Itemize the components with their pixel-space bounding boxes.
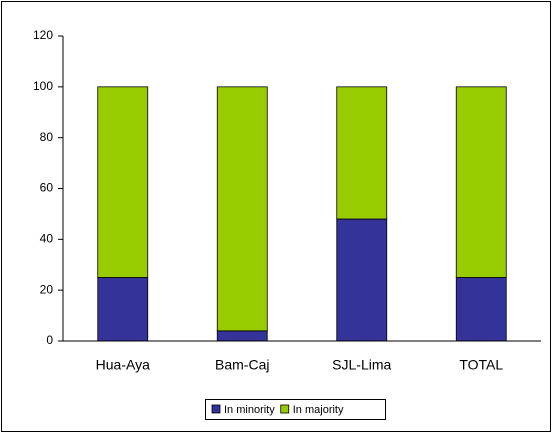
y-tick-label: 80 [40, 130, 54, 144]
legend-box [205, 399, 386, 420]
legend-label: In minority [224, 404, 275, 416]
bar-segment [336, 218, 388, 342]
bar-segment [216, 330, 268, 342]
legend-label: In majority [293, 404, 344, 416]
x-tick-label: TOTAL [459, 357, 503, 373]
y-tick-label: 40 [40, 232, 54, 246]
y-tick-label: 120 [33, 28, 53, 42]
x-tick-label: Hua-Aya [96, 357, 150, 373]
y-tick-label: 60 [40, 181, 54, 195]
bar-segment [455, 86, 507, 278]
legend-swatch [280, 404, 290, 414]
y-tick-label: 20 [40, 282, 54, 296]
bar-segment [455, 277, 507, 342]
bar-segment [336, 86, 388, 220]
legend-swatch [211, 404, 221, 414]
x-tick-label: SJL-Lima [332, 357, 391, 373]
y-tick-label: 100 [33, 79, 53, 93]
bar-segment [97, 86, 149, 278]
x-tick-label: Bam-Caj [215, 357, 269, 373]
y-tick-label: 0 [46, 333, 53, 347]
bar-segment [97, 277, 149, 342]
bar-segment [216, 86, 268, 332]
